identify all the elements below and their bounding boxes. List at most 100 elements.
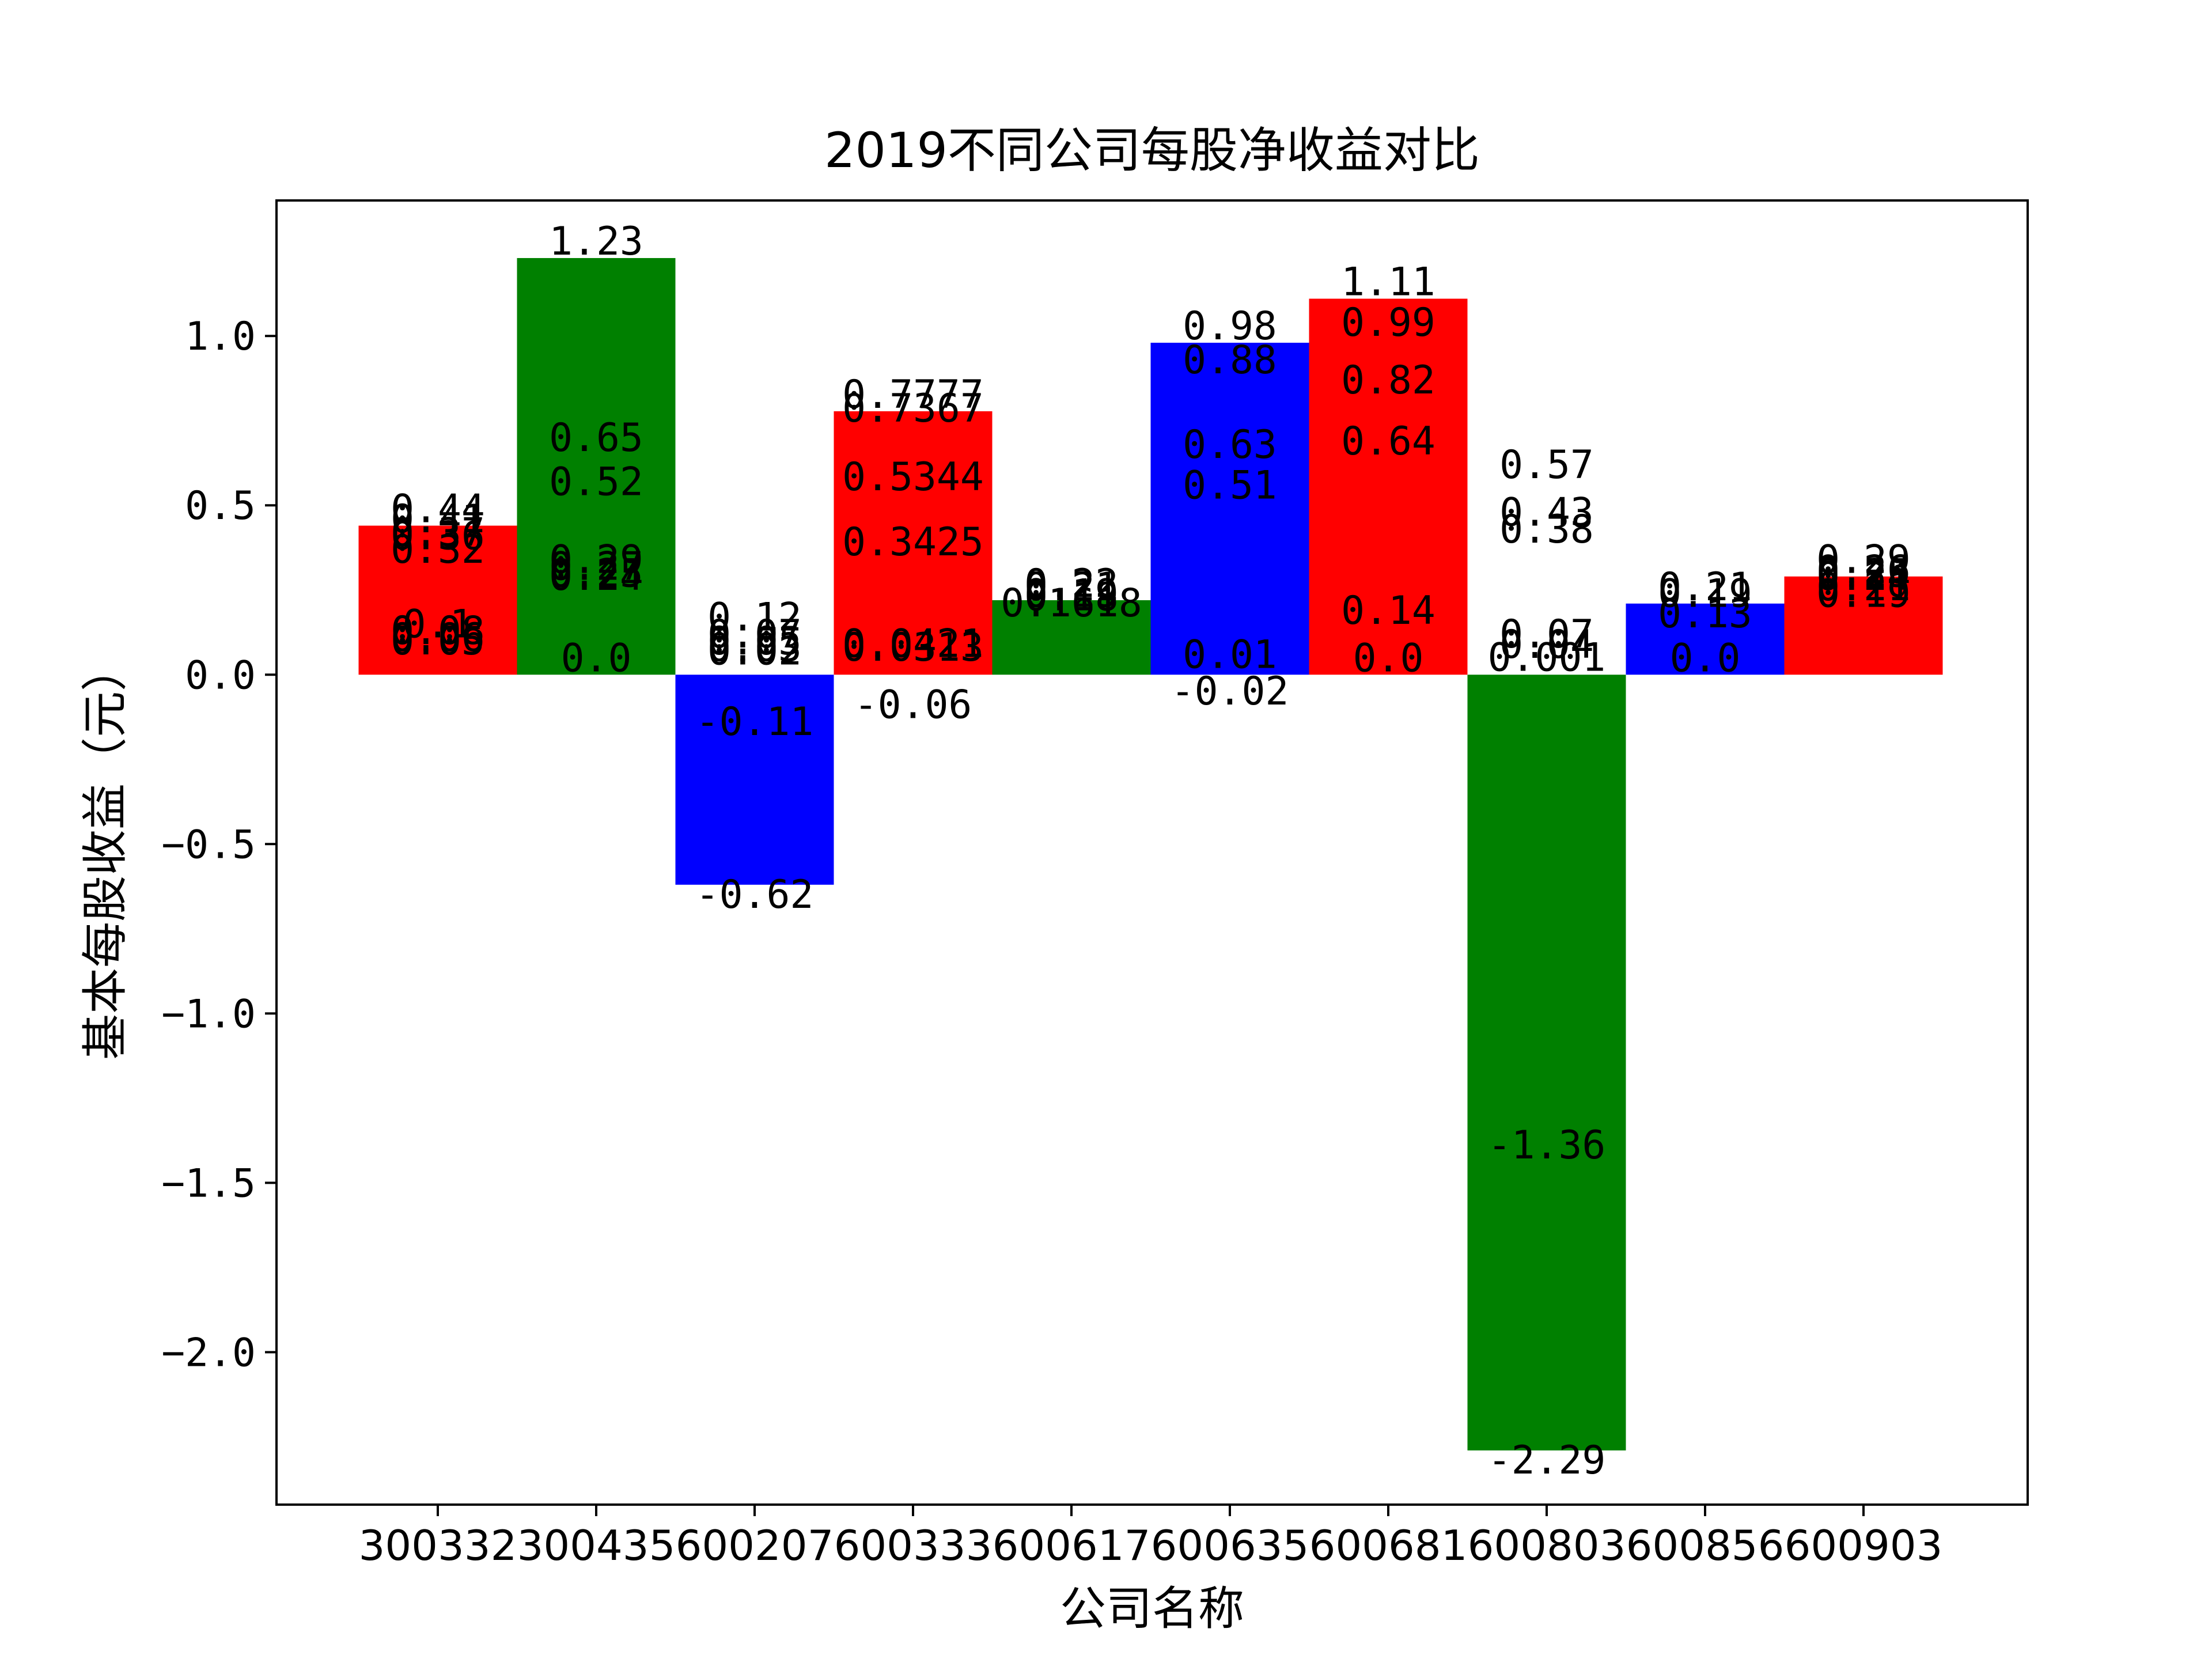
value-label: 0.02 bbox=[707, 629, 802, 675]
value-labels-layer: 0.440.410.370.360.320.10.080.060.051.230… bbox=[391, 219, 1911, 1483]
value-label: 0.19 bbox=[1658, 571, 1752, 617]
value-label: 0.1 bbox=[403, 601, 474, 647]
value-label: 0.82 bbox=[1341, 358, 1435, 403]
value-label: 0.43 bbox=[1499, 490, 1594, 535]
value-label: 0.52 bbox=[549, 459, 643, 505]
bar-600635 bbox=[1150, 342, 1309, 675]
value-label: 0.25 bbox=[1816, 551, 1911, 596]
x-tick-label: 600856 bbox=[1626, 1521, 1785, 1570]
value-label: 0.41 bbox=[391, 497, 485, 542]
value-label: 0.64 bbox=[1341, 419, 1435, 464]
x-tick-label: 300332 bbox=[359, 1521, 517, 1570]
x-tick-label: 300435 bbox=[517, 1521, 676, 1570]
value-label: 0.0 bbox=[1670, 635, 1741, 681]
value-label: 0.38 bbox=[1499, 507, 1594, 552]
value-label: 0.0 bbox=[1353, 635, 1424, 681]
value-label: 0.001 bbox=[1488, 635, 1606, 681]
bar-600903 bbox=[1784, 576, 1943, 675]
plot-frame bbox=[275, 199, 2029, 1506]
value-label: 0.19 bbox=[1816, 571, 1911, 617]
y-tick-label: 0.5 bbox=[185, 483, 256, 529]
y-tick-label: −1.0 bbox=[161, 991, 256, 1037]
value-label: 0.07 bbox=[1499, 612, 1594, 657]
bar-300435 bbox=[517, 257, 676, 675]
value-label: 0.05 bbox=[707, 619, 802, 664]
value-label: -0.62 bbox=[696, 872, 814, 918]
value-label: 0.57 bbox=[1499, 442, 1594, 488]
value-label: -0.06 bbox=[854, 683, 972, 728]
value-label: 0.88 bbox=[1183, 338, 1277, 383]
x-axis-label: 公司名称 bbox=[1060, 1582, 1244, 1635]
bar-600617 bbox=[992, 600, 1151, 675]
value-label: 0.22 bbox=[1024, 561, 1119, 607]
value-label: 1.11 bbox=[1341, 260, 1435, 305]
value-label: 0.04 bbox=[1499, 622, 1594, 668]
value-label: 0.25 bbox=[549, 551, 643, 596]
value-label: 0.5344 bbox=[842, 454, 984, 500]
bar-600856 bbox=[1626, 603, 1785, 675]
value-label: 0.98 bbox=[1183, 304, 1277, 349]
value-label: 0.21 bbox=[1658, 565, 1752, 610]
value-label: 0.51 bbox=[1183, 463, 1277, 508]
y-tick-label: −2.0 bbox=[161, 1330, 256, 1376]
value-label: 1.23 bbox=[549, 219, 643, 264]
value-label: 0.01 bbox=[1183, 632, 1277, 677]
value-label: 0.05 bbox=[391, 619, 485, 664]
y-tick-label: 1.0 bbox=[185, 314, 256, 359]
x-tick-label: 600635 bbox=[1151, 1521, 1309, 1570]
value-label: -2.29 bbox=[1488, 1438, 1606, 1483]
value-label: 0.36 bbox=[391, 514, 485, 559]
value-label: 0.26 bbox=[1816, 547, 1911, 593]
value-label: 0.21 bbox=[1024, 565, 1119, 610]
value-label: 0.0421 bbox=[842, 622, 984, 667]
x-tick-label: 600681 bbox=[1309, 1521, 1468, 1570]
value-label: 0.14 bbox=[1341, 588, 1435, 634]
value-label: 0.65 bbox=[549, 415, 643, 461]
chart-title: 2019不同公司每股净收益对比 bbox=[824, 122, 1480, 179]
value-label: -1.36 bbox=[1488, 1123, 1606, 1168]
value-label: 0.0313 bbox=[842, 625, 984, 671]
value-label: 0.19 bbox=[1024, 571, 1119, 617]
y-tick-label: −1.5 bbox=[161, 1161, 256, 1206]
value-label: 0.3425 bbox=[842, 520, 984, 565]
value-label: 0.21 bbox=[1816, 565, 1911, 610]
value-label: 0.13 bbox=[1658, 592, 1752, 637]
bar-300332 bbox=[358, 525, 517, 675]
bar-600207 bbox=[675, 675, 834, 885]
value-label: 0.07 bbox=[707, 612, 802, 657]
value-label: 0.7777 bbox=[842, 372, 984, 418]
value-label: 0.27 bbox=[549, 544, 643, 589]
value-label: 0.44 bbox=[391, 487, 485, 532]
value-label: 0.99 bbox=[1341, 300, 1435, 346]
bar-600333 bbox=[834, 411, 993, 675]
y-tick-label: −0.5 bbox=[161, 822, 256, 868]
x-tick-label: 600803 bbox=[1468, 1521, 1626, 1570]
value-label: 0.7367 bbox=[842, 386, 984, 431]
bar-600803 bbox=[1467, 675, 1626, 1450]
value-label: 0.03 bbox=[707, 626, 802, 671]
bar-600681 bbox=[1309, 298, 1468, 675]
value-label: 0.12 bbox=[707, 595, 802, 641]
value-label: 0.24 bbox=[549, 554, 643, 600]
value-label: 0.24 bbox=[1816, 554, 1911, 600]
x-tick-label: 600617 bbox=[993, 1521, 1151, 1570]
x-axis: 300332 300435 600207 600333 600617 600635 6006… bbox=[359, 1505, 1943, 1570]
value-label: -0.02 bbox=[1171, 669, 1289, 714]
x-tick-label: 600903 bbox=[1785, 1521, 1943, 1570]
value-label: 0.29 bbox=[1816, 537, 1911, 583]
value-label: 0.29 bbox=[549, 537, 643, 583]
value-label: 0.1618 bbox=[1001, 581, 1142, 626]
bars-layer bbox=[358, 257, 1943, 1450]
value-label: 0.08 bbox=[391, 608, 485, 654]
value-label: 0.63 bbox=[1183, 422, 1277, 468]
y-tick-label: 0.0 bbox=[185, 653, 256, 698]
value-label: 0.32 bbox=[391, 527, 485, 573]
x-tick-label: 600333 bbox=[834, 1521, 993, 1570]
x-tick-label: 600207 bbox=[676, 1521, 834, 1570]
y-axis: −2.0 −1.5 −1.0 −0.5 0.0 0.5 1.0 bbox=[161, 314, 276, 1376]
value-label: 0.06 bbox=[391, 615, 485, 661]
value-label: -0.11 bbox=[696, 699, 814, 745]
value-label: 0.0 bbox=[561, 635, 632, 681]
